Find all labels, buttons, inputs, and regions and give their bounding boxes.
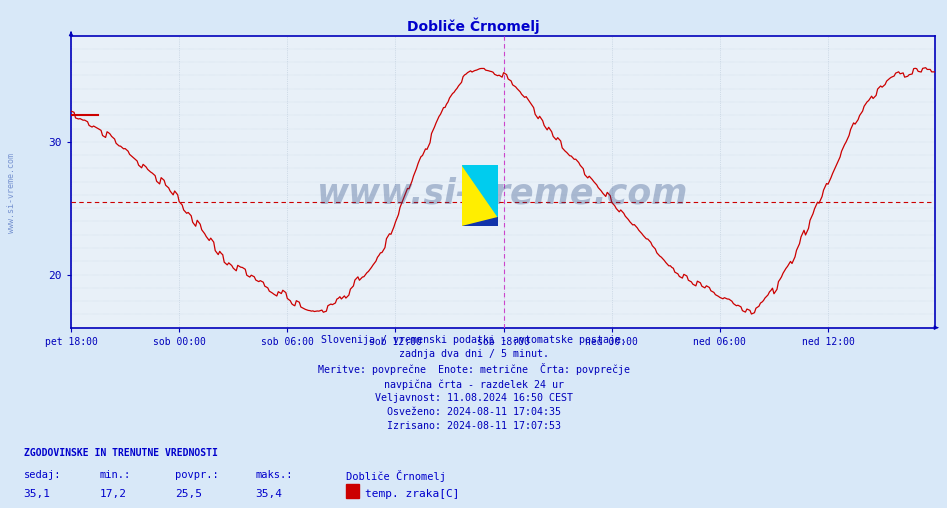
Text: temp. zraka[C]: temp. zraka[C] <box>365 489 459 499</box>
Polygon shape <box>462 165 498 217</box>
Text: 25,5: 25,5 <box>175 489 203 499</box>
Text: Slovenija / vremenski podatki - avtomatske postaje.
zadnja dva dni / 5 minut.
Me: Slovenija / vremenski podatki - avtomats… <box>317 335 630 430</box>
Polygon shape <box>462 165 498 226</box>
Text: Dobliče Črnomelj: Dobliče Črnomelj <box>346 470 446 482</box>
Text: ZGODOVINSKE IN TRENUTNE VREDNOSTI: ZGODOVINSKE IN TRENUTNE VREDNOSTI <box>24 448 218 458</box>
Text: 35,1: 35,1 <box>24 489 51 499</box>
Text: sedaj:: sedaj: <box>24 470 62 480</box>
Text: 17,2: 17,2 <box>99 489 127 499</box>
Text: min.:: min.: <box>99 470 131 480</box>
Text: www.si-vreme.com: www.si-vreme.com <box>7 153 16 233</box>
Text: Dobliče Črnomelj: Dobliče Črnomelj <box>407 18 540 34</box>
Text: 35,4: 35,4 <box>256 489 283 499</box>
Text: www.si-vreme.com: www.si-vreme.com <box>317 176 688 210</box>
Text: povpr.:: povpr.: <box>175 470 219 480</box>
Text: maks.:: maks.: <box>256 470 294 480</box>
Polygon shape <box>462 217 498 226</box>
